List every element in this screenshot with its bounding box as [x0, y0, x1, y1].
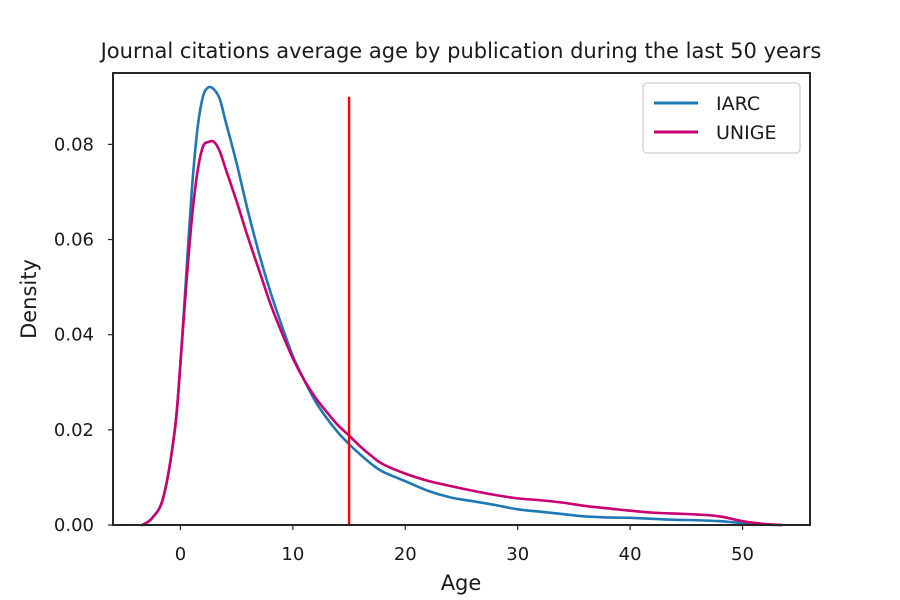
y-axis-ticks: 0.00 0.02 0.04 0.06 0.08	[54, 134, 113, 536]
x-tick-label: 0	[175, 544, 186, 565]
legend: IARC UNIGE	[642, 82, 801, 154]
x-axis-label: Age	[441, 571, 482, 595]
x-tick-label: 30	[506, 544, 529, 565]
legend-label-iarc: IARC	[716, 93, 760, 115]
x-axis-ticks: 0 10 20 30 40 50	[175, 525, 754, 565]
legend-box	[642, 82, 801, 154]
x-tick-label: 40	[619, 544, 642, 565]
x-tick-label: 10	[281, 544, 304, 565]
series-line-iarc	[140, 85, 784, 527]
y-tick-label: 0.00	[54, 515, 94, 536]
y-tick-label: 0.02	[54, 420, 94, 441]
y-tick-label: 0.04	[54, 325, 94, 346]
legend-label-unige: UNIGE	[716, 122, 776, 144]
x-tick-label: 50	[731, 544, 754, 565]
plot-lines	[140, 85, 784, 527]
plot-frame	[112, 72, 811, 526]
y-tick-label: 0.08	[54, 134, 94, 155]
y-tick-label: 0.06	[54, 230, 94, 251]
y-axis-label: Density	[17, 259, 41, 339]
series-line-unige	[140, 139, 784, 527]
chart-title: Journal citations average age by publica…	[99, 39, 822, 63]
x-tick-label: 20	[394, 544, 417, 565]
